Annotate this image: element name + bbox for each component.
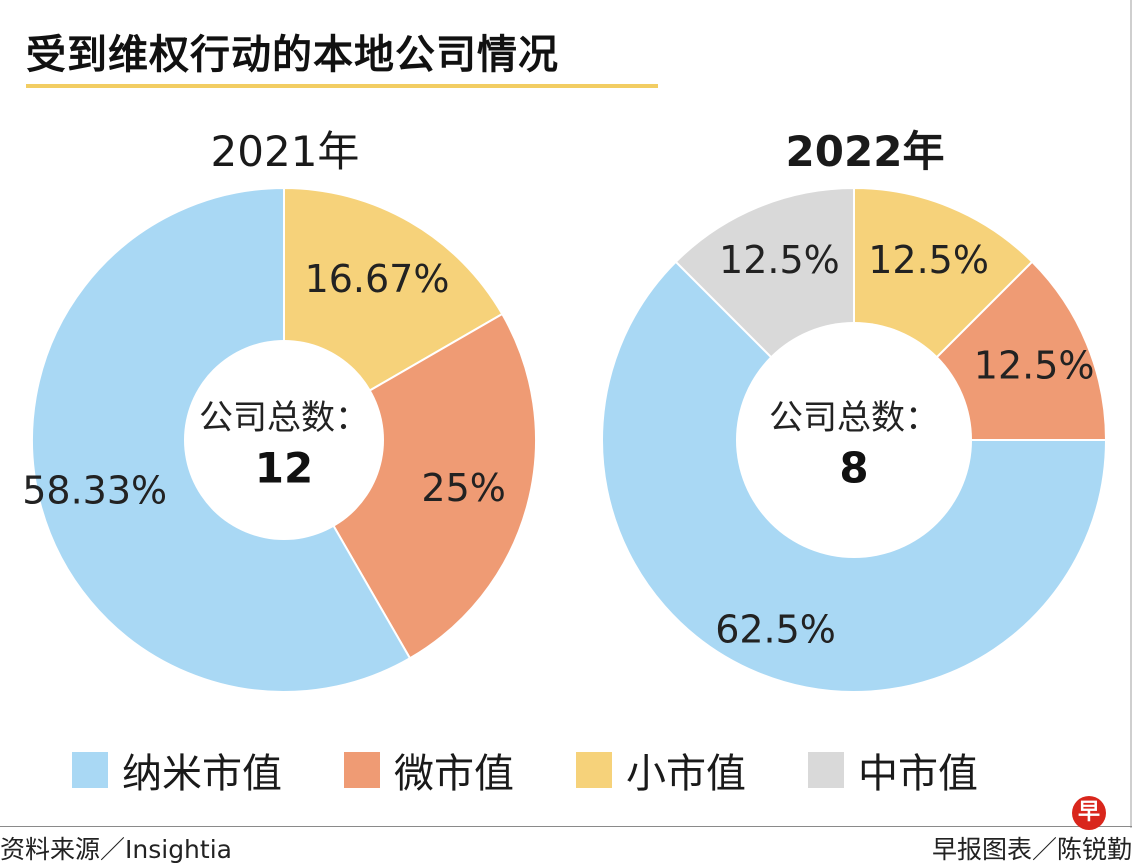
legend-label-nano: 纳米市值 xyxy=(122,751,282,797)
zaobao-logo: 早 xyxy=(1072,796,1106,830)
legend-item-micro: 微市值 xyxy=(344,741,514,799)
title-underline xyxy=(26,84,658,88)
slice-label-2021-0: 16.67% xyxy=(305,257,450,301)
legend-item-small: 小市值 xyxy=(576,741,746,799)
legend-item-mid: 中市值 xyxy=(808,741,978,799)
center-label-2021: 公司总数： xyxy=(199,398,369,438)
legend-label-small: 小市值 xyxy=(626,751,746,797)
year-label-2021: 2021年 xyxy=(210,127,360,176)
slice-label-2022-1: 12.5% xyxy=(974,343,1095,387)
donut-hole-2021 xyxy=(184,340,384,540)
slice-label-2022-3: 12.5% xyxy=(719,238,840,282)
donut-hole-2022 xyxy=(736,322,972,558)
center-label-2022: 公司总数： xyxy=(769,398,939,438)
slice-label-2021-1: 25% xyxy=(421,466,505,510)
legend-swatch-small xyxy=(576,752,612,788)
center-value-2021: 12 xyxy=(255,444,313,493)
center-value-2022: 8 xyxy=(839,444,868,493)
source-note: 资料来源／Insightia xyxy=(0,835,232,864)
slice-label-2022-0: 12.5% xyxy=(868,238,989,282)
donut-charts: 16.67% 25% 58.33% 公司总数： 12 12.5% 12.5% 62.5% 12.… xyxy=(22,186,1108,693)
legend: 纳米市值 微市值 小市值 中市值 xyxy=(72,740,1040,800)
slice-2021-1 xyxy=(282,312,537,660)
legend-label-mid: 中市值 xyxy=(858,751,978,797)
graphic-credit: 早报图表／陈锐勤 xyxy=(931,835,1132,864)
slice-label-2022-2: 62.5% xyxy=(715,607,836,651)
right-border xyxy=(1130,0,1132,828)
legend-swatch-mid xyxy=(808,752,844,788)
legend-item-nano: 纳米市值 xyxy=(72,741,282,799)
bottom-border xyxy=(0,826,1132,827)
legend-label-micro: 微市值 xyxy=(394,751,514,797)
year-label-2022: 2022年 xyxy=(785,127,945,176)
chart-title: 受到维权行动的本地公司情况 xyxy=(26,32,559,78)
legend-swatch-micro xyxy=(344,752,380,788)
slice-label-2021-2: 58.33% xyxy=(22,469,167,513)
legend-swatch-nano xyxy=(72,752,108,788)
